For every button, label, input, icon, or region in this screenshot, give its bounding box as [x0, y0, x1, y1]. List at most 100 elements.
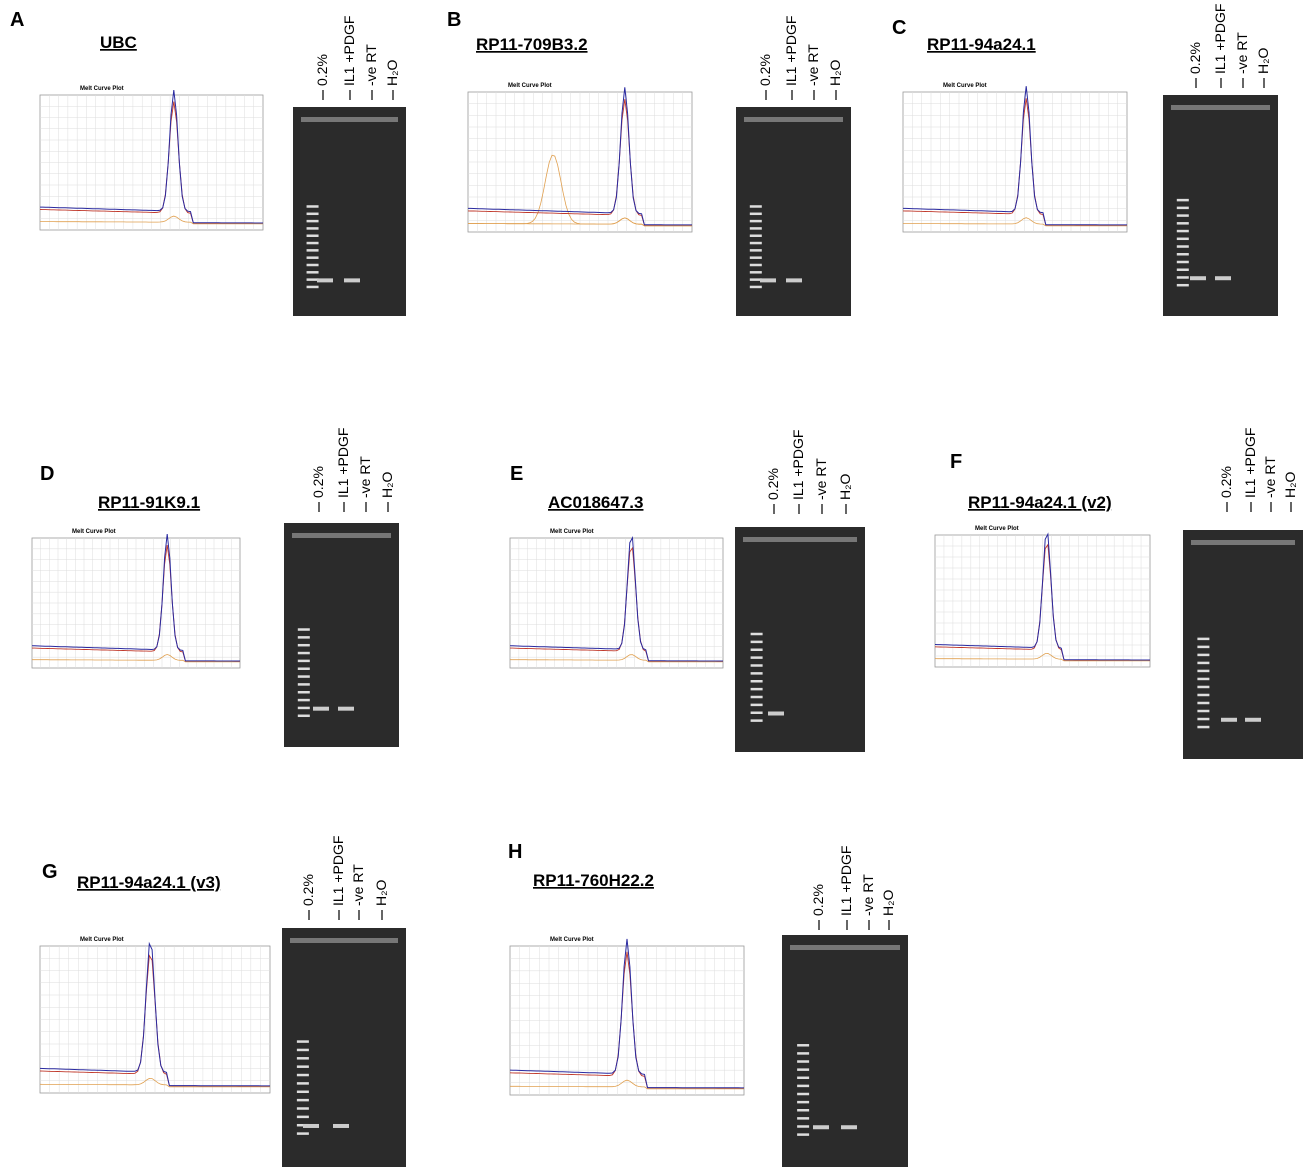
lane-label: 0.2% — [310, 466, 326, 498]
plot-title: Melt Curve Plot — [72, 529, 116, 535]
lane-label: -ve RT — [350, 864, 366, 906]
lane-label: 0.2% — [765, 468, 781, 500]
gel-wells — [743, 537, 857, 542]
lane-label: H₂O — [880, 889, 896, 916]
panel: G RP11-94a24.1 (v3) Melt Curve Plot 0.2% IL1… — [39, 836, 406, 1167]
gel-band — [338, 706, 354, 711]
melt-curve — [510, 654, 723, 663]
ladder-band — [797, 1125, 810, 1128]
melt-curve — [934, 532, 1150, 661]
lane-label: -ve RT — [860, 874, 876, 916]
gel-wells — [292, 533, 391, 538]
panel-title: RP11-94a24.1 (v2) — [968, 493, 1112, 512]
lane-label: 0.2% — [810, 884, 826, 916]
melt-curve — [32, 654, 240, 663]
ladder-band — [1176, 198, 1189, 202]
ladder-band — [750, 656, 763, 659]
panel: A UBC Melt Curve Plot 0.2% IL1 +PDGF -ve RT H₂… — [10, 9, 406, 316]
lane-label: 0.2% — [1187, 42, 1203, 74]
lane-label: 0.2% — [757, 54, 773, 86]
ladder-band — [1197, 693, 1210, 697]
gel-band — [344, 278, 360, 283]
ladder-band — [296, 1123, 309, 1127]
gel-band — [760, 278, 776, 283]
ladder-band — [750, 664, 763, 667]
panel: C RP11-94a24.1 Melt Curve Plot 0.2% IL1 +PDG… — [892, 4, 1278, 316]
lane-label: -ve RT — [363, 44, 379, 86]
panel-title: RP11-91K9.1 — [98, 493, 200, 512]
gel-band — [1245, 717, 1261, 722]
ladder-band — [1197, 645, 1210, 649]
gel-wells — [790, 945, 900, 950]
ladder-band — [297, 651, 310, 655]
plot-title: Melt Curve Plot — [508, 83, 552, 89]
panel: H RP11-760H22.2 Melt Curve Plot 0.2% IL1 +PD… — [508, 841, 908, 1167]
lane-label: -ve RT — [1262, 456, 1278, 498]
gel-band — [1215, 276, 1231, 281]
ladder-band — [306, 256, 319, 259]
lane-label: IL1 +PDGF — [1242, 428, 1258, 498]
ladder-band — [750, 632, 763, 636]
lane-label: IL1 +PDGF — [341, 16, 357, 86]
melt-curve — [468, 87, 692, 226]
ladder-band — [296, 1132, 309, 1135]
ladder-band — [1176, 253, 1189, 256]
ladder-band — [306, 205, 319, 208]
ladder-band — [1197, 653, 1210, 657]
ladder-band — [1176, 283, 1189, 287]
ladder-band — [297, 667, 310, 670]
lane-label: H₂O — [1255, 47, 1271, 74]
panel-letter: E — [510, 463, 523, 485]
ladder-band — [1176, 268, 1189, 271]
ladder-band — [1197, 637, 1210, 641]
ladder-band — [750, 680, 763, 683]
panel-title: AC018647.3 — [548, 493, 643, 512]
gel-band — [841, 1125, 857, 1130]
ladder-band — [797, 1117, 810, 1120]
panel: E AC018647.3 Melt Curve Plot 0.2% IL1 +PDGF -… — [509, 430, 865, 752]
ladder-band — [750, 648, 763, 651]
lane-label: H₂O — [373, 879, 389, 906]
ladder-band — [306, 241, 319, 245]
ladder-band — [1197, 677, 1210, 681]
ladder-band — [1176, 260, 1189, 264]
gel-wells — [744, 117, 843, 122]
lane-label: IL1 +PDGF — [790, 430, 806, 500]
gel — [1163, 95, 1278, 316]
ladder-band — [749, 227, 762, 230]
plot-title: Melt Curve Plot — [80, 937, 124, 943]
gel-band — [317, 278, 333, 283]
ladder-band — [296, 1115, 309, 1119]
ladder-band — [749, 278, 762, 281]
panel: F RP11-94a24.1 (v2) Melt Curve Plot 0.2% IL1… — [934, 428, 1303, 759]
ladder-band — [750, 687, 763, 691]
lane-label: IL1 +PDGF — [330, 836, 346, 906]
lane-label: -ve RT — [805, 44, 821, 86]
gel-wells — [1171, 105, 1270, 110]
ladder-band — [1197, 661, 1210, 665]
panel-title: RP11-709B3.2 — [476, 35, 588, 54]
gel-band — [768, 711, 784, 716]
ladder-band — [306, 234, 319, 237]
gel-band — [313, 706, 329, 711]
ladder-band — [1197, 685, 1210, 689]
melt-curve — [934, 652, 1150, 662]
gel — [735, 527, 865, 752]
ladder-band — [797, 1060, 810, 1063]
gel-wells — [301, 117, 398, 122]
panel-letter: A — [10, 9, 24, 31]
ladder-band — [797, 1068, 810, 1071]
ladder-band — [1176, 222, 1189, 225]
panel-letter: D — [40, 463, 54, 485]
ladder-band — [750, 719, 763, 722]
ladder-band — [797, 1044, 810, 1047]
ladder-band — [749, 285, 762, 289]
plot-title: Melt Curve Plot — [550, 529, 594, 535]
plot-title: Melt Curve Plot — [80, 86, 124, 92]
gel-band — [303, 1123, 319, 1128]
ladder-band — [306, 219, 319, 223]
panel-title: RP11-94a24.1 (v3) — [77, 873, 221, 892]
ladder-band — [306, 212, 319, 216]
gel — [293, 107, 406, 316]
